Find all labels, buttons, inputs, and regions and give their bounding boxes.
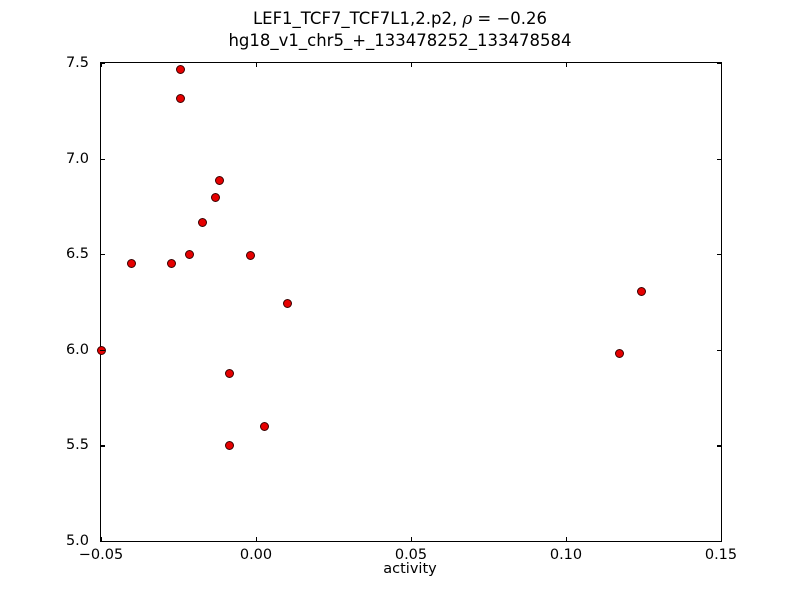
y-tick-mark-right	[717, 349, 723, 352]
x-tick-mark	[721, 537, 723, 543]
rho-symbol: ρ	[462, 9, 473, 28]
data-point	[245, 251, 255, 261]
x-tick-label: 0.10	[549, 547, 583, 563]
y-tick-label: 7.5	[65, 55, 89, 71]
y-tick-mark	[99, 63, 105, 65]
y-tick-label: 7.0	[65, 150, 89, 167]
y-tick-mark-right	[717, 63, 723, 65]
x-tick-label: 0.05	[394, 547, 428, 563]
data-point	[224, 369, 234, 378]
x-tick-mark	[101, 537, 103, 543]
data-point	[214, 176, 224, 186]
x-tick-mark	[256, 537, 258, 543]
y-tick-mark	[99, 158, 105, 160]
data-point	[176, 64, 186, 74]
plot-area: −0.05 0.00 0.05 0.10 0.15 5.0 5.5 6.0 6.5 7.0 7.5	[66, 55, 737, 563]
y-tick-mark	[99, 349, 105, 352]
data-point	[126, 259, 136, 269]
x-tick-label: −0.05	[78, 547, 124, 563]
x-tick-mark	[411, 537, 413, 543]
data-point	[210, 193, 220, 203]
chart-title: LEF1_TCF7_TCF7L1,2.p2, ρ = −0.26 hg18_v1…	[0, 8, 800, 52]
data-point	[614, 349, 624, 359]
y-tick-mark	[99, 254, 105, 256]
data-point	[636, 286, 646, 296]
x-tick-mark-top	[566, 61, 568, 67]
chart-title-line-1: LEF1_TCF7_TCF7L1,2.p2, ρ = −0.26	[0, 8, 800, 30]
chart-title-prefix: LEF1_TCF7_TCF7L1,2.p2,	[252, 9, 463, 28]
data-point	[185, 250, 195, 260]
data-point	[197, 218, 207, 228]
x-tick-mark-top	[411, 61, 413, 67]
chart-title-line-2: hg18_v1_chr5_+_133478252_133478584	[228, 31, 572, 50]
y-tick-mark	[99, 541, 105, 543]
y-tick-mark-right	[717, 541, 723, 543]
data-point	[282, 299, 292, 309]
x-tick-mark	[566, 537, 568, 543]
x-axis-label: activity	[383, 561, 437, 577]
data-point	[259, 422, 269, 432]
y-tick-label: 5.5	[65, 437, 89, 454]
data-points-layer	[96, 63, 721, 541]
data-point	[167, 258, 177, 268]
y-tick-label: 6.0	[65, 341, 89, 358]
x-tick-mark-top	[256, 61, 258, 67]
data-point	[225, 441, 235, 451]
y-tick-mark-right	[717, 254, 723, 256]
y-tick-mark-right	[717, 445, 723, 447]
y-tick-label: 5.0	[65, 533, 89, 549]
x-tick-label: 0.00	[239, 547, 273, 563]
chart-title-suffix: = −0.26	[472, 9, 548, 28]
y-tick-mark	[99, 445, 105, 447]
y-tick-label: 6.5	[65, 246, 89, 263]
data-point	[176, 94, 186, 104]
x-tick-label: 0.15	[704, 547, 738, 563]
y-tick-mark-right	[717, 158, 723, 160]
